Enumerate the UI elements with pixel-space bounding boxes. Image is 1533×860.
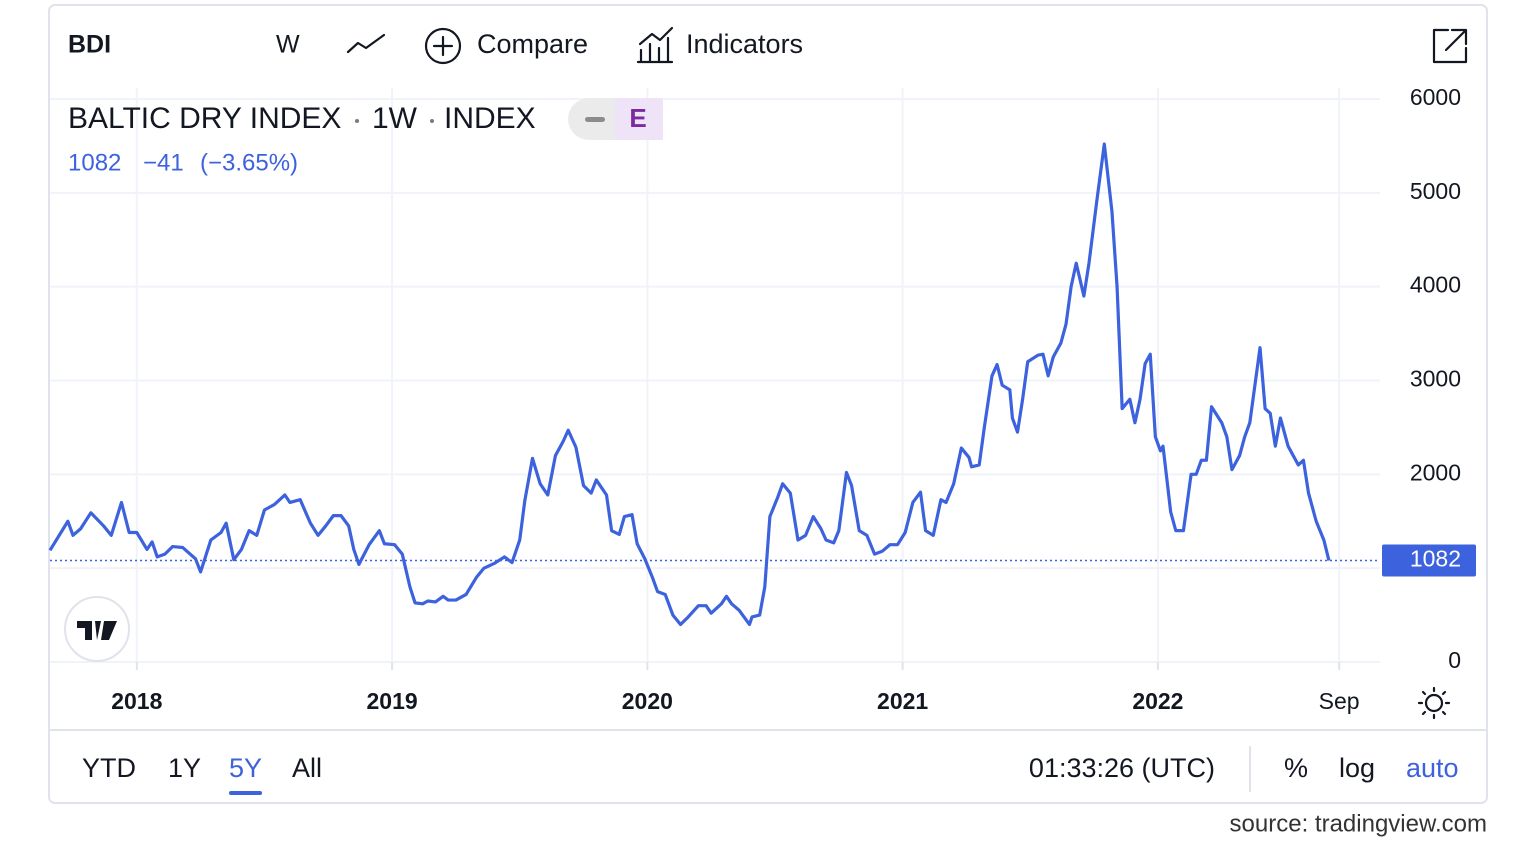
scale-options: % log auto xyxy=(1284,753,1459,783)
range-button[interactable]: 1Y xyxy=(168,753,201,783)
range-button[interactable]: All xyxy=(292,753,322,783)
legend-exchange: INDEX xyxy=(444,102,536,135)
sun-rays xyxy=(1417,686,1451,720)
indicators-button[interactable]: Indicators xyxy=(636,26,803,64)
price-line xyxy=(48,142,1331,627)
range-button[interactable]: 5Y xyxy=(229,753,262,783)
chart-style-button[interactable] xyxy=(346,33,386,54)
active-underline xyxy=(229,791,263,795)
y-tick-label: 3000 xyxy=(1410,366,1461,392)
x-tick-label: 2021 xyxy=(877,688,928,714)
range-buttons: YTD 1Y 5Y All xyxy=(82,753,322,795)
y-tick-label: 4000 xyxy=(1410,272,1461,298)
interval-button[interactable]: W xyxy=(276,31,300,59)
last-value-label: 1082 xyxy=(1410,546,1461,572)
widget-frame xyxy=(48,4,1488,804)
last-value: 1082 xyxy=(68,149,121,176)
indicators-icon xyxy=(636,26,674,64)
compare-label: Compare xyxy=(477,29,588,59)
y-tick-label: 0 xyxy=(1448,647,1461,673)
clock: 01:33:26 (UTC) xyxy=(1029,753,1215,783)
x-tick-label: 2022 xyxy=(1132,688,1183,714)
series-title: BALTIC DRY INDEX xyxy=(68,102,341,135)
logo-mark xyxy=(77,621,117,640)
x-tick-label: 2019 xyxy=(366,688,417,714)
source: source: tradingview.com xyxy=(1230,810,1487,837)
y-tick-label: 2000 xyxy=(1410,459,1461,485)
minus-icon xyxy=(585,117,605,122)
settings-button[interactable] xyxy=(1417,686,1451,720)
badge-e-bg xyxy=(615,98,663,140)
legend-badge[interactable]: E xyxy=(568,98,663,140)
grid xyxy=(50,88,1380,663)
tradingview-logo[interactable] xyxy=(64,596,130,662)
last-value-badge xyxy=(1382,544,1476,577)
change: −41 xyxy=(143,149,184,176)
scale-option[interactable]: % xyxy=(1284,753,1308,783)
x-tick-label: 2020 xyxy=(622,688,673,714)
y-tick-label: 5000 xyxy=(1410,178,1461,204)
fullscreen-button[interactable] xyxy=(1432,28,1468,64)
sun-icon xyxy=(1424,693,1444,713)
y-tick-label: 6000 xyxy=(1410,84,1461,110)
symbol[interactable]: BDI xyxy=(68,31,111,59)
x-tick-label: 2018 xyxy=(111,688,162,714)
compare-button[interactable]: Compare xyxy=(424,27,588,65)
badge-e: E xyxy=(629,103,646,133)
plot-area xyxy=(48,142,1380,627)
scale-option[interactable]: log xyxy=(1339,753,1375,783)
x-tick-label: Sep xyxy=(1319,688,1360,714)
separator-dot xyxy=(355,119,359,123)
range-button[interactable]: YTD xyxy=(82,753,136,783)
line-icon xyxy=(346,33,386,54)
plus-circle-icon xyxy=(424,27,462,65)
legend-interval: 1W xyxy=(372,102,418,135)
change-percent: (−3.65%) xyxy=(200,149,298,176)
separator-dot xyxy=(430,119,434,123)
indicators-label: Indicators xyxy=(686,29,803,59)
external-link-icon xyxy=(1432,28,1468,64)
scale-option[interactable]: auto xyxy=(1406,753,1459,783)
